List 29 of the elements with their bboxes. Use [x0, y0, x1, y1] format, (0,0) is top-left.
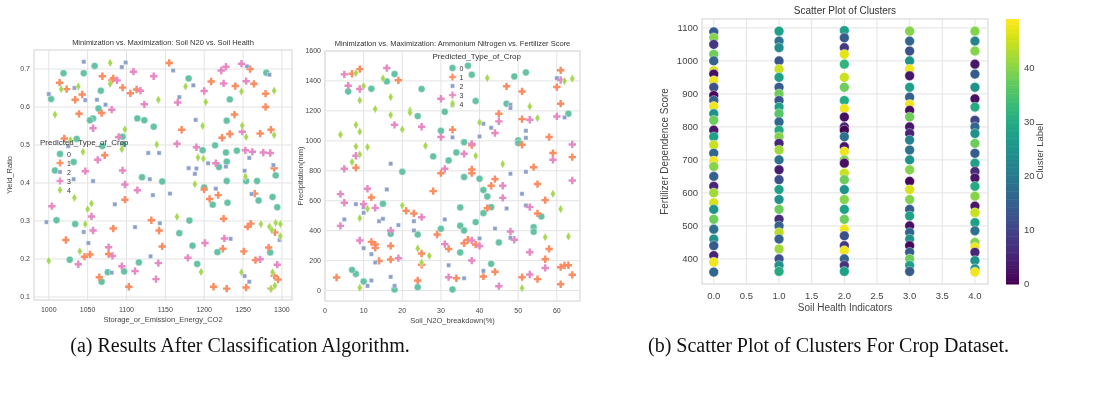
x-tick-label: 0.5: [739, 289, 754, 301]
x-tick-label: 2.5: [870, 289, 884, 301]
x-tick-label: 1.5: [805, 289, 819, 301]
x-tick-label: 2.0: [837, 289, 851, 301]
x-tick-label: 4.0: [968, 289, 982, 301]
color-bar-label: 30: [1024, 115, 1035, 127]
color-bar-label: 20: [1024, 169, 1035, 181]
legend-title: Predicted_Type_of_Crop: [432, 52, 522, 61]
text: (a) Results After Classification Algorithm.: [70, 334, 410, 357]
color-bar-label: 0: [1024, 278, 1030, 289]
color-bar-label: 10: [1024, 223, 1035, 235]
color-bar-title: Cluster Label: [1034, 123, 1045, 180]
y-tick-label: 400: [682, 253, 698, 265]
x-tick-label: 3.0: [903, 289, 917, 301]
chart-title: Scatter Plot of Clusters: [793, 5, 897, 16]
x-tick-label: 1.0: [772, 289, 786, 301]
y-tick-label: 500: [682, 220, 698, 232]
y-tick-label: 800: [682, 121, 698, 133]
text: (b) Scatter Plot of Clusters For Crop Dataset.: [648, 334, 1010, 357]
x-tick-label: 0.0: [707, 289, 721, 301]
y-tick-label: 1000: [676, 55, 698, 67]
y-axis-title: Fertilizer Dependence Score: [659, 87, 670, 215]
y-tick-label: 600: [682, 187, 698, 199]
x-axis-title: Soil Health Indicators: [797, 302, 893, 313]
color-bar-label: 40: [1024, 61, 1035, 73]
x-tick-label: 3.5: [935, 289, 949, 301]
y-tick-label: 1100: [677, 22, 698, 34]
y-tick-label: 700: [682, 154, 698, 166]
y-tick-label: 900: [682, 88, 698, 100]
